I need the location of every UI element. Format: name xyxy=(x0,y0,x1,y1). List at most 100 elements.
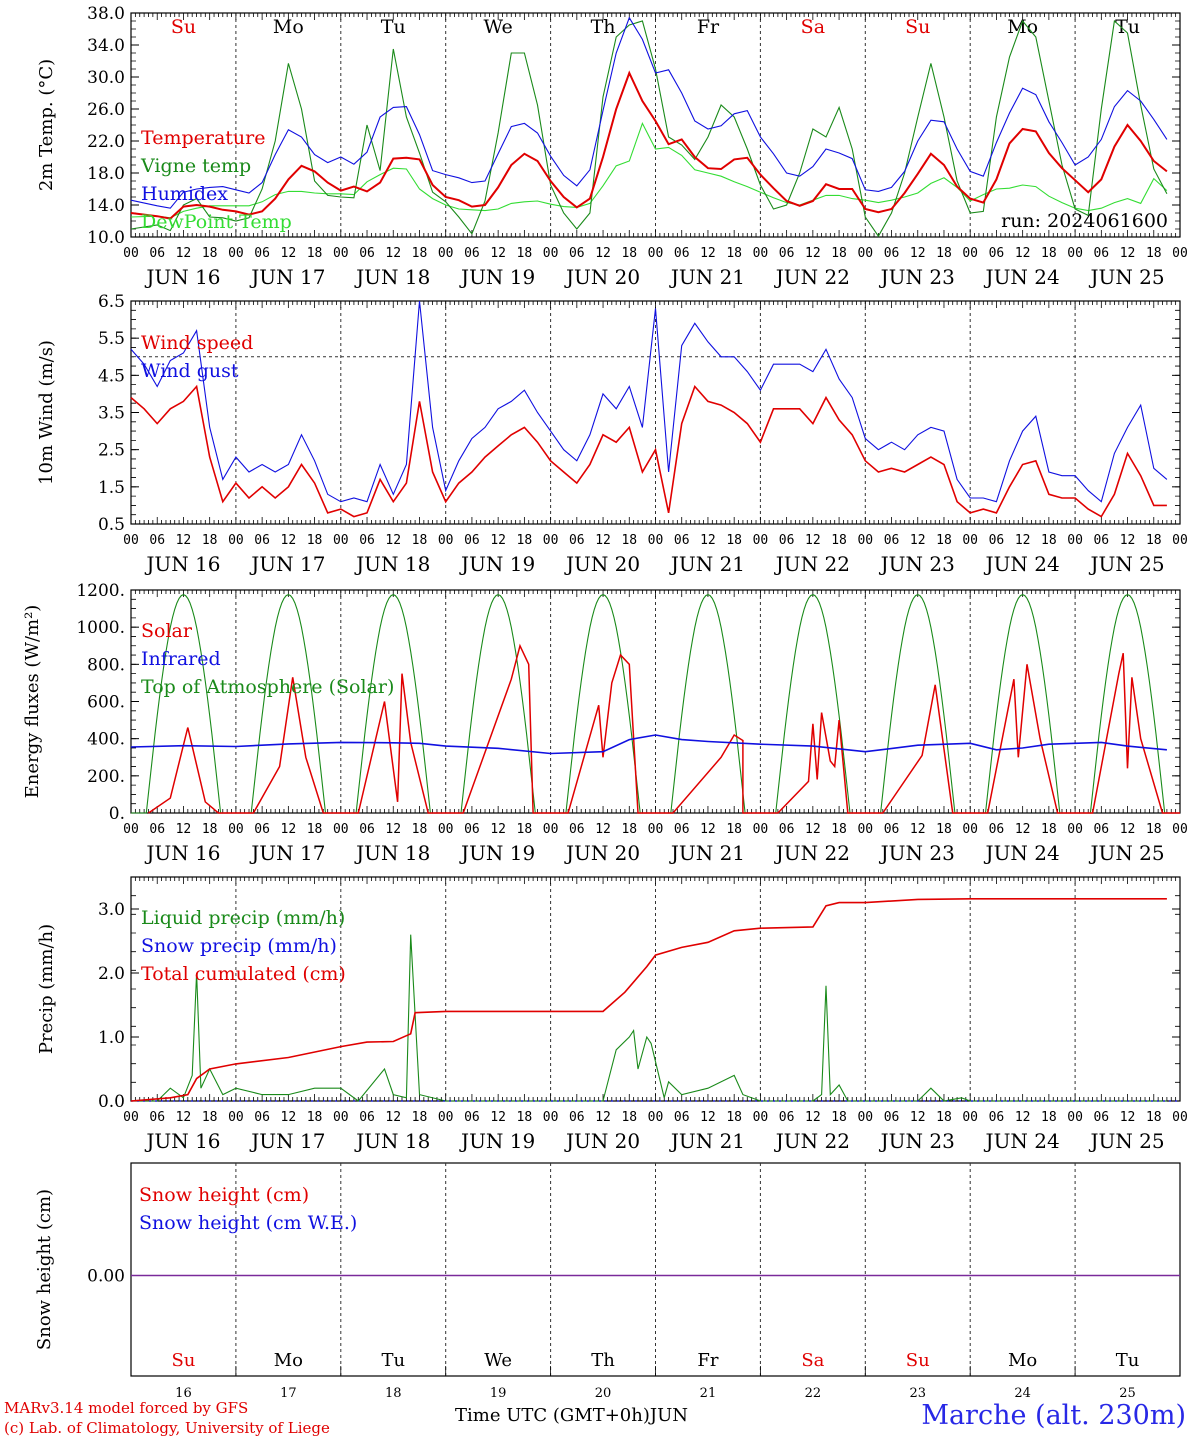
y-tick-label: 2.0 xyxy=(98,964,125,984)
weekday-label: Th xyxy=(591,16,616,38)
hour-tick-label: 12 xyxy=(910,533,926,548)
hour-tick-label: 00 xyxy=(333,1110,349,1125)
weekday-label: Fr xyxy=(697,1350,718,1371)
hour-tick-label: 00 xyxy=(1067,246,1083,261)
hour-tick-label: 18 xyxy=(307,822,323,837)
y-axis-title: 10m Wind (m/s) xyxy=(36,340,57,485)
day-label: JUN 22 xyxy=(774,841,850,865)
y-tick-label: 1000. xyxy=(76,618,125,638)
weekday-label: Su xyxy=(171,16,196,38)
hour-tick-label: 06 xyxy=(149,533,165,548)
hour-tick-label: 00 xyxy=(648,1110,664,1125)
day-label: JUN 23 xyxy=(879,552,955,576)
weekday-label: Mo xyxy=(1007,16,1038,38)
series-line-vigne-temp xyxy=(130,19,1168,238)
hour-tick-label: 18 xyxy=(621,1110,637,1125)
hour-tick-label: 06 xyxy=(884,246,900,261)
day-label: JUN 24 xyxy=(984,265,1060,289)
y-axis-title: Precip (mm/h) xyxy=(36,924,57,1054)
day-label: JUN 23 xyxy=(879,265,955,289)
y-tick-label: 5.5 xyxy=(98,329,125,349)
hour-tick-label: 18 xyxy=(517,533,533,548)
hour-tick-label: 18 xyxy=(831,1110,847,1125)
weekday-label: We xyxy=(484,1350,512,1371)
hour-tick-label: 18 xyxy=(307,246,323,261)
x-ticks xyxy=(130,13,1181,237)
hour-tick-label: 00 xyxy=(333,533,349,548)
day-label: JUN 20 xyxy=(564,1129,640,1153)
y-tick-label: 38.0 xyxy=(87,4,125,24)
hour-tick-label: 00 xyxy=(648,822,664,837)
hour-tick-label: 06 xyxy=(989,1110,1005,1125)
day-label: JUN 22 xyxy=(774,552,850,576)
day-label: JUN 18 xyxy=(354,265,430,289)
y-tick-label: 26.0 xyxy=(87,100,125,120)
y-tick-label: 3.5 xyxy=(98,404,125,424)
hour-tick-label: 00 xyxy=(857,246,873,261)
hour-tick-label: 00 xyxy=(438,533,454,548)
y-tick-label: 18.0 xyxy=(87,164,125,184)
hour-tick-label: 00 xyxy=(123,822,139,837)
y-tick-label: 34.0 xyxy=(87,36,125,56)
legend-label: DewPoint Temp xyxy=(141,211,292,233)
day-label: JUN 20 xyxy=(564,841,640,865)
hour-tick-label: 12 xyxy=(595,822,611,837)
hour-tick-label: 00 xyxy=(962,533,978,548)
hour-tick-label: 00 xyxy=(1067,533,1083,548)
hour-tick-label: 00 xyxy=(1067,822,1083,837)
day-label: JUN 20 xyxy=(564,265,640,289)
hour-tick-label: 12 xyxy=(1120,822,1136,837)
day-label: JUN 23 xyxy=(879,841,955,865)
day-label: JUN 19 xyxy=(459,1129,535,1153)
weekday-label: Tu xyxy=(381,1350,405,1371)
hour-tick-label: 06 xyxy=(674,1110,690,1125)
hour-tick-label: 12 xyxy=(595,246,611,261)
hour-tick-label: 12 xyxy=(281,246,297,261)
day-label: JUN 24 xyxy=(984,841,1060,865)
hour-tick-label: 00 xyxy=(543,822,559,837)
hour-tick-label: 12 xyxy=(281,533,297,548)
legend-label: Snow height (cm) xyxy=(139,1184,309,1206)
day-label: JUN 24 xyxy=(984,552,1060,576)
hour-tick-label: 06 xyxy=(1093,1110,1109,1125)
hour-tick-label: 00 xyxy=(228,246,244,261)
legend-label: Infrared xyxy=(141,648,221,670)
hour-tick-label: 12 xyxy=(281,1110,297,1125)
hour-tick-label: 18 xyxy=(936,1110,952,1125)
hour-tick-label: 06 xyxy=(989,246,1005,261)
day-label: JUN 18 xyxy=(354,1129,430,1153)
hour-tick-label: 12 xyxy=(910,246,926,261)
day-label: JUN 19 xyxy=(459,552,535,576)
hour-tick-label: 06 xyxy=(569,533,585,548)
hour-tick-label: 06 xyxy=(674,822,690,837)
hour-tick-label: 06 xyxy=(254,533,270,548)
day-label: JUN 17 xyxy=(249,1129,325,1153)
hour-tick-label: 06 xyxy=(359,246,375,261)
hour-tick-label: 18 xyxy=(726,822,742,837)
legend-label: Wind gust xyxy=(141,360,239,382)
hour-tick-label: 00 xyxy=(333,246,349,261)
y-tick-label: 3.0 xyxy=(98,900,125,920)
hour-tick-label: 18 xyxy=(1146,1110,1162,1125)
hour-tick-label: 12 xyxy=(700,246,716,261)
hour-tick-label: 00 xyxy=(228,533,244,548)
y-tick-label: 22.0 xyxy=(87,132,125,152)
hour-tick-label: 12 xyxy=(490,1110,506,1125)
day-number: 16 xyxy=(175,1386,192,1401)
panel-4: 0.0 1.0 2.0 3.0 Precip (mm/h) 00 06 12 18 00 06 12 1… xyxy=(36,876,1188,1153)
hour-tick-label: 12 xyxy=(176,1110,192,1125)
hour-tick-label: 18 xyxy=(936,822,952,837)
hour-tick-label: 12 xyxy=(595,1110,611,1125)
hour-tick-label: 18 xyxy=(831,822,847,837)
hour-tick-label: 18 xyxy=(412,246,428,261)
hour-tick-label: 18 xyxy=(1146,822,1162,837)
y-axis-title: Energy fluxes (W/m²) xyxy=(22,605,43,799)
hour-tick-label: 00 xyxy=(123,246,139,261)
day-label: JUN 17 xyxy=(249,841,325,865)
hour-tick-label: 06 xyxy=(1093,246,1109,261)
hour-tick-label: 12 xyxy=(176,246,192,261)
hour-tick-label: 06 xyxy=(884,533,900,548)
hour-tick-label: 12 xyxy=(1120,1110,1136,1125)
hour-tick-label: 06 xyxy=(779,533,795,548)
